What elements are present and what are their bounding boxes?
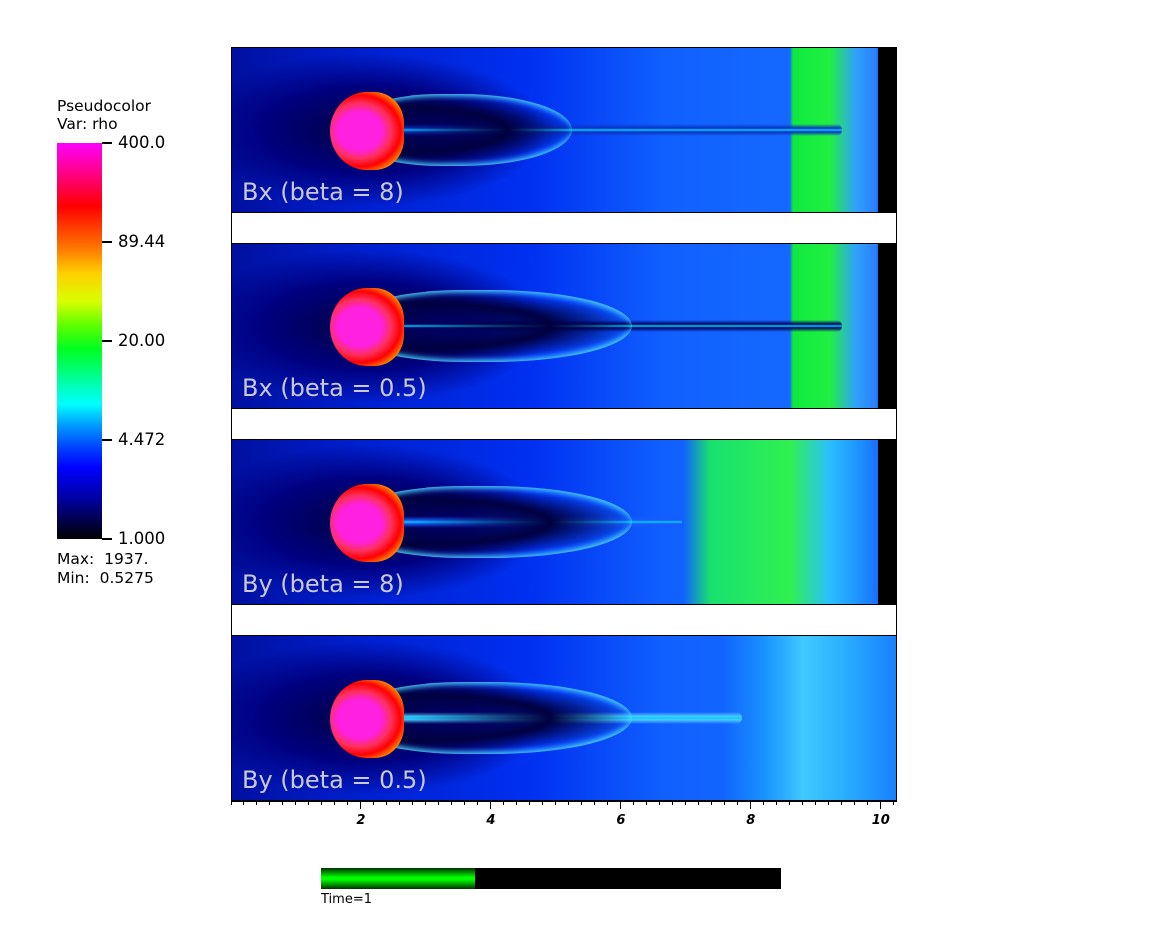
colorbar-tick-label: 1.000 [118, 529, 166, 548]
x-tick-label: 2 [356, 813, 366, 828]
x-minor-tick [568, 801, 570, 805]
boundary-strip [878, 440, 896, 604]
boundary-strip [878, 244, 896, 408]
x-minor-tick [230, 801, 232, 805]
x-minor-tick [893, 801, 895, 805]
x-minor-tick [438, 801, 440, 805]
x-minor-tick [737, 801, 739, 805]
x-minor-tick [594, 801, 596, 805]
x-minor-tick [282, 801, 284, 805]
colorbar-tick [102, 142, 112, 144]
simulation-panel: Bx (beta = 8) [231, 47, 897, 213]
x-major-tick [750, 801, 752, 809]
x-minor-tick [815, 801, 817, 805]
time-label: Time=1 [321, 892, 372, 907]
x-minor-tick [425, 801, 427, 805]
colorbar-tick-label: 4.472 [118, 430, 166, 449]
colorbar-tick-label: 89.44 [118, 232, 166, 251]
x-minor-tick [854, 801, 856, 805]
boundary-strip [878, 48, 896, 212]
x-minor-tick [724, 801, 726, 805]
x-major-tick [620, 801, 622, 809]
panel-label: By (beta = 8) [242, 570, 404, 598]
x-major-tick [490, 801, 492, 809]
jet-head [330, 680, 404, 758]
x-minor-tick [477, 801, 479, 805]
x-minor-tick [334, 801, 336, 805]
simulation-panel: Bx (beta = 0.5) [231, 243, 897, 409]
x-minor-tick [243, 801, 245, 805]
x-minor-tick [633, 801, 635, 805]
legend-title-line1: Pseudocolor [57, 97, 151, 115]
x-minor-tick [412, 801, 414, 805]
x-tick-label: 4 [486, 813, 496, 828]
x-major-tick [880, 801, 882, 809]
x-minor-tick [451, 801, 453, 805]
x-minor-tick [581, 801, 583, 805]
x-minor-tick [555, 801, 557, 805]
colorbar-tick [102, 340, 112, 342]
colorbar-tick-label: 400.0 [118, 133, 166, 152]
x-minor-tick [386, 801, 388, 805]
x-minor-tick [789, 801, 791, 805]
x-minor-tick [659, 801, 661, 805]
colorbar-tick-label: 20.00 [118, 331, 166, 350]
x-minor-tick [646, 801, 648, 805]
x-minor-tick [256, 801, 258, 805]
x-minor-tick [503, 801, 505, 805]
legend-max: Max: 1937. [57, 550, 149, 568]
x-tick-label: 6 [616, 813, 626, 828]
x-minor-tick [763, 801, 765, 805]
x-minor-tick [542, 801, 544, 805]
x-minor-tick [711, 801, 713, 805]
x-minor-tick [828, 801, 830, 805]
simulation-panel: By (beta = 0.5) [231, 635, 897, 801]
time-progress-bar [321, 868, 781, 889]
x-minor-tick [308, 801, 310, 805]
legend-min: Min: 0.5275 [57, 569, 154, 587]
x-axis-line [231, 801, 897, 802]
jet-head [330, 288, 404, 366]
x-minor-tick [399, 801, 401, 805]
panel-label: By (beta = 0.5) [242, 766, 427, 794]
x-minor-tick [516, 801, 518, 805]
jet-head [330, 484, 404, 562]
x-minor-tick [841, 801, 843, 805]
simulation-panel: By (beta = 8) [231, 439, 897, 605]
x-minor-tick [321, 801, 323, 805]
panel-label: Bx (beta = 0.5) [242, 374, 427, 402]
x-minor-tick [373, 801, 375, 805]
x-major-tick [360, 801, 362, 809]
colorbar-tick [102, 439, 112, 441]
x-minor-tick [464, 801, 466, 805]
x-minor-tick [529, 801, 531, 805]
panel-separator [231, 409, 897, 439]
jet-head [330, 92, 404, 170]
x-minor-tick [672, 801, 674, 805]
x-minor-tick [607, 801, 609, 805]
x-minor-tick [776, 801, 778, 805]
colorbar-tick [102, 241, 112, 243]
x-minor-tick [295, 801, 297, 805]
x-minor-tick [269, 801, 271, 805]
panel-separator [231, 605, 897, 635]
x-tick-label: 10 [871, 813, 890, 828]
panel-separator [231, 213, 897, 243]
x-minor-tick [698, 801, 700, 805]
legend-var-label: Var: rho [57, 115, 118, 133]
colorbar-tick [102, 538, 112, 540]
x-minor-tick [867, 801, 869, 805]
legend-title: Pseudocolor Var: rho [57, 97, 151, 133]
x-minor-tick [685, 801, 687, 805]
x-minor-tick [802, 801, 804, 805]
panel-label: Bx (beta = 8) [242, 178, 404, 206]
x-tick-label: 8 [746, 813, 756, 828]
colorbar [57, 143, 102, 539]
time-progress-fill [321, 868, 476, 889]
x-minor-tick [347, 801, 349, 805]
